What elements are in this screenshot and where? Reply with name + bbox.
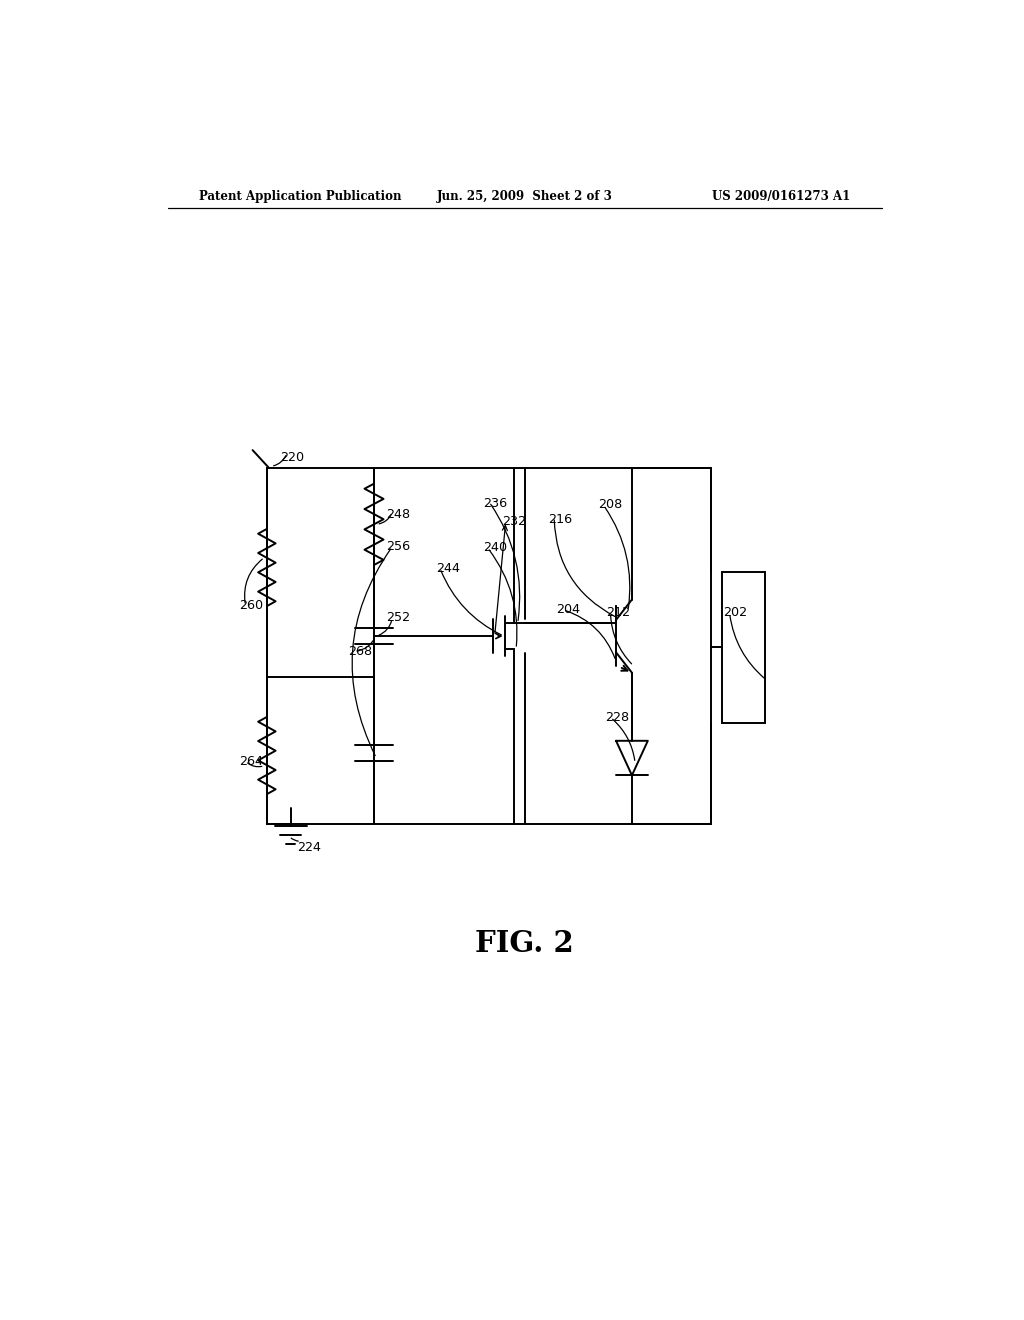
Text: 232: 232 — [503, 515, 526, 528]
Text: Patent Application Publication: Patent Application Publication — [200, 190, 402, 202]
Text: Jun. 25, 2009  Sheet 2 of 3: Jun. 25, 2009 Sheet 2 of 3 — [437, 190, 612, 202]
Text: 216: 216 — [549, 512, 572, 525]
Text: 208: 208 — [598, 499, 622, 511]
Text: 244: 244 — [436, 561, 460, 574]
Text: 220: 220 — [281, 450, 304, 463]
Text: 202: 202 — [723, 606, 748, 619]
Text: 256: 256 — [386, 540, 410, 553]
Text: 204: 204 — [557, 603, 581, 616]
Text: FIG. 2: FIG. 2 — [475, 928, 574, 957]
Bar — [722, 572, 765, 722]
Text: 224: 224 — [297, 841, 322, 854]
Text: 264: 264 — [240, 755, 263, 768]
Text: 240: 240 — [482, 541, 507, 554]
Text: 228: 228 — [605, 711, 629, 723]
Text: US 2009/0161273 A1: US 2009/0161273 A1 — [712, 190, 850, 202]
Text: 236: 236 — [483, 498, 508, 511]
Text: 212: 212 — [606, 606, 630, 619]
Text: 268: 268 — [348, 645, 373, 657]
Text: 260: 260 — [240, 599, 263, 612]
Text: 248: 248 — [386, 508, 410, 520]
Text: 252: 252 — [386, 611, 410, 624]
